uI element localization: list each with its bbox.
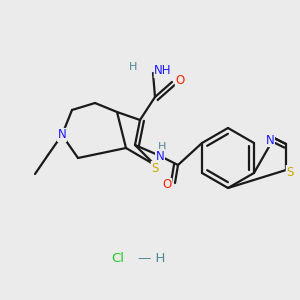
Text: H: H xyxy=(158,142,166,152)
Text: S: S xyxy=(151,161,159,175)
Text: N: N xyxy=(58,128,66,142)
Text: N: N xyxy=(266,134,274,146)
Text: H: H xyxy=(129,62,137,72)
Text: — H: — H xyxy=(138,251,165,265)
Text: N: N xyxy=(156,149,164,163)
Text: O: O xyxy=(162,178,172,191)
Text: Cl: Cl xyxy=(112,251,124,265)
Text: S: S xyxy=(286,166,294,178)
Text: NH: NH xyxy=(154,64,172,77)
Text: O: O xyxy=(176,74,184,86)
